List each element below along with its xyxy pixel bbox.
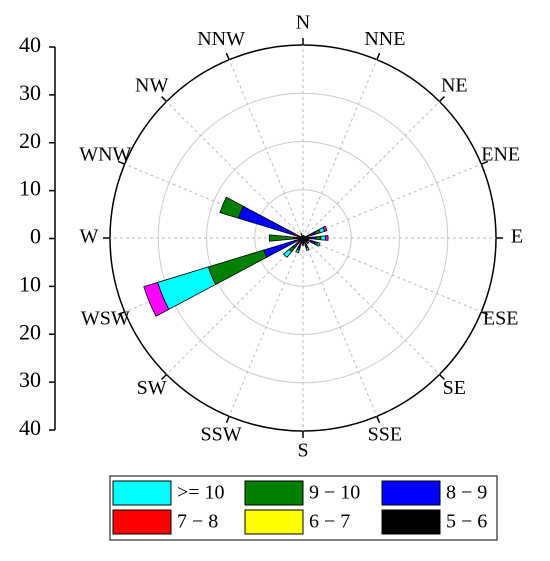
direction-tick	[481, 160, 489, 165]
spoke	[302, 237, 378, 417]
direction-tick	[225, 416, 230, 424]
bar-segment	[316, 242, 321, 247]
direction-tick	[376, 416, 381, 424]
legend-label: 5 − 6	[446, 511, 487, 533]
bar-segment	[300, 232, 303, 237]
spoke	[302, 101, 440, 239]
spoke	[228, 237, 304, 417]
spoke	[166, 101, 304, 239]
bar-segment	[268, 234, 294, 242]
y-tick-label: 30	[19, 367, 41, 392]
direction-label: E	[511, 226, 523, 248]
legend-label: 6 − 7	[309, 511, 350, 533]
direction-label: SSW	[201, 423, 242, 445]
bar-segment	[157, 266, 217, 310]
legend-label: >= 10	[177, 482, 225, 504]
legend-swatch	[244, 480, 304, 506]
direction-label: NW	[135, 74, 168, 96]
y-tick-label: 40	[19, 32, 41, 57]
direction-label: ESE	[483, 307, 519, 329]
direction-tick	[225, 52, 230, 60]
direction-label: NNE	[364, 28, 405, 50]
bar-segment	[301, 242, 305, 246]
y-tick-label: 20	[19, 319, 41, 344]
bar-segment	[305, 246, 310, 251]
legend-swatch	[112, 480, 172, 506]
direction-label: WSW	[81, 307, 130, 329]
bar-segment	[305, 240, 310, 245]
y-tick-label: 0	[30, 224, 41, 249]
direction-tick	[376, 52, 381, 60]
y-tick-label: 20	[19, 128, 41, 153]
legend-swatch	[381, 509, 441, 535]
direction-tick	[161, 96, 168, 103]
direction-label: S	[297, 440, 308, 462]
spoke	[302, 237, 482, 313]
legend-swatch	[244, 509, 304, 535]
bar-segment	[325, 235, 329, 241]
direction-label: NNW	[197, 28, 245, 50]
legend-label: 7 − 8	[177, 511, 218, 533]
bar-segment	[310, 236, 317, 240]
bar-segment	[219, 196, 244, 219]
bar-segment	[322, 225, 328, 232]
direction-label: SSE	[368, 423, 402, 445]
bar-segment	[283, 248, 293, 258]
direction-label: SW	[137, 377, 167, 399]
bar-segment	[143, 281, 170, 317]
spoke	[166, 237, 304, 375]
direction-tick	[117, 160, 125, 165]
direction-tick	[438, 373, 445, 380]
direction-label: WNW	[79, 144, 131, 166]
direction-label: SE	[443, 377, 466, 399]
spoke	[302, 163, 482, 239]
spoke	[302, 59, 378, 239]
direction-tick	[481, 311, 489, 316]
direction-tick	[438, 96, 445, 103]
y-tick-label: 40	[19, 415, 41, 440]
direction-label: ENE	[481, 144, 520, 166]
bar-segment	[207, 249, 268, 285]
y-tick-label: 30	[19, 80, 41, 105]
bar-segment	[320, 235, 327, 241]
y-tick-label: 10	[19, 176, 41, 201]
y-tick-label: 10	[19, 271, 41, 296]
direction-label: N	[296, 12, 310, 34]
legend-label: 9 − 10	[309, 482, 360, 504]
direction-label: NE	[441, 74, 468, 96]
direction-label: W	[80, 226, 99, 248]
direction-tick	[117, 311, 125, 316]
spoke	[228, 59, 304, 239]
legend-label: 8 − 9	[446, 482, 487, 504]
legend-swatch	[112, 509, 172, 535]
bar-segment	[295, 248, 300, 254]
bar-segment	[315, 235, 322, 241]
spoke	[302, 237, 440, 375]
legend-swatch	[381, 480, 441, 506]
direction-tick	[161, 373, 168, 380]
